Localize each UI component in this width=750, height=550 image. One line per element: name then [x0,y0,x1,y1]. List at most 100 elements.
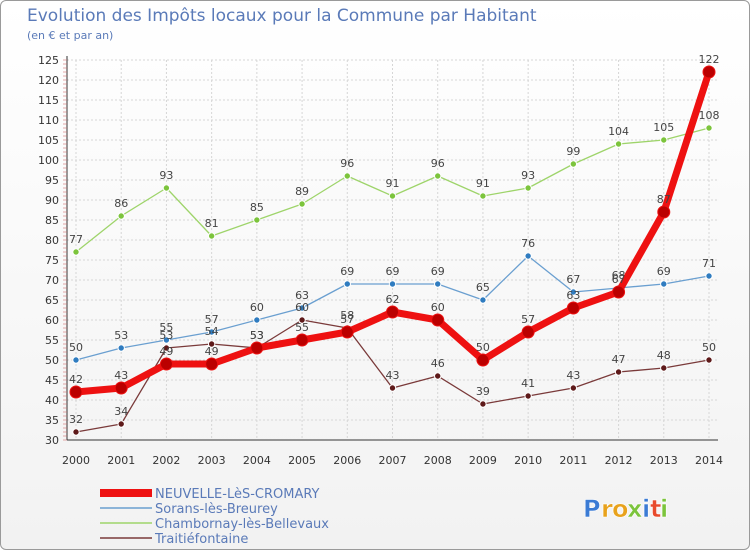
data-label: 96 [431,157,445,170]
data-point [524,252,532,260]
data-label: 43 [566,369,580,382]
data-label: 81 [205,217,219,230]
data-point [207,232,216,240]
data-label: 105 [653,121,674,134]
data-point [159,357,173,371]
legend: NEUVELLE-LèS-CROMARYSorans-lès-BreureyCh… [100,487,329,547]
data-label: 67 [566,273,580,286]
data-point [705,356,713,364]
data-label: 71 [702,257,716,270]
data-point [298,200,306,208]
data-point [250,341,264,355]
data-label: 60 [295,301,309,314]
data-label: 77 [69,233,83,246]
data-label: 34 [114,405,128,418]
logo-letter: i [660,495,668,523]
data-point [114,381,128,395]
data-point [162,344,171,352]
y-tick-label: 50 [45,354,59,367]
data-point [614,140,623,148]
data-label: 67 [612,273,626,286]
data-label: 91 [476,177,490,190]
data-point [705,124,713,132]
data-label: 65 [476,281,490,294]
data-label: 53 [114,329,128,342]
data-label: 53 [250,329,264,342]
x-tick-label: 2014 [695,454,723,467]
data-point [69,385,83,399]
data-label: 55 [295,321,309,334]
data-label: 50 [69,341,83,354]
data-label: 49 [205,345,219,358]
data-point [569,384,578,392]
series-chambornay-l-s-bellevaux: 77 86 93 81 85 89 96 91 96 91 93 99 104 105 108 [69,109,720,256]
data-label: 32 [69,413,83,426]
data-point [434,372,442,380]
chart-title: Evolution des Impôts locaux pour la Comm… [27,6,537,26]
data-point [657,205,671,219]
data-label: 60 [250,301,264,314]
data-label: 85 [250,201,264,214]
data-point [566,301,580,315]
data-point [205,357,219,371]
data-point [253,316,261,324]
x-tick-label: 2005 [288,454,316,467]
data-label: 104 [608,125,629,138]
y-tick-label: 60 [45,314,59,327]
y-tick-label: 40 [45,394,59,407]
x-tick-label: 2003 [198,454,226,467]
data-point [614,368,623,376]
legend-label: NEUVELLE-LèS-CROMARY [155,487,320,502]
x-tick-label: 2006 [333,454,361,467]
data-point [569,160,578,168]
data-point [72,428,80,436]
data-label: 69 [340,265,354,278]
x-tick-label: 2001 [107,454,135,467]
data-label: 99 [566,145,580,158]
data-point [72,248,80,256]
y-tick-label: 30 [45,434,59,447]
y-tick-label: 35 [45,414,59,427]
y-tick-label: 65 [45,294,59,307]
data-point [434,172,442,180]
data-point [162,184,171,192]
data-point [340,325,354,339]
data-label: 43 [114,369,128,382]
data-label: 86 [114,197,128,210]
x-tick-label: 2011 [559,454,587,467]
chart-subtitle: (en € et par an) [27,29,113,42]
legend-label: Traitiéfontaine [154,532,248,547]
data-label: 50 [702,341,716,354]
data-point [521,325,535,339]
data-point [295,333,309,347]
y-tick-label: 70 [45,274,59,287]
data-point [660,364,668,372]
y-tick-label: 105 [38,134,59,147]
data-point [612,285,626,299]
data-label: 76 [521,237,535,250]
data-point [386,305,399,319]
y-tick-label: 110 [38,114,59,127]
y-tick-label: 85 [45,214,59,227]
x-tick-label: 2004 [243,454,271,467]
axes: 30 35 40 45 50 55 60 65 70 75 80 85 90 95 100 105 110 115… [38,54,723,467]
data-label: 96 [340,157,354,170]
data-point [479,192,487,200]
y-tick-label: 95 [45,174,59,187]
data-label: 55 [159,321,173,334]
data-point [298,304,306,312]
data-point [117,420,125,428]
logo-letter: t [650,495,661,523]
data-point [253,216,261,224]
data-label: 43 [386,369,400,382]
data-label: 57 [340,313,354,326]
data-point [207,340,216,348]
logo-letter: P [583,495,601,523]
data-point [388,192,397,200]
data-point [388,384,397,392]
data-point [702,65,716,79]
data-point [524,184,532,192]
